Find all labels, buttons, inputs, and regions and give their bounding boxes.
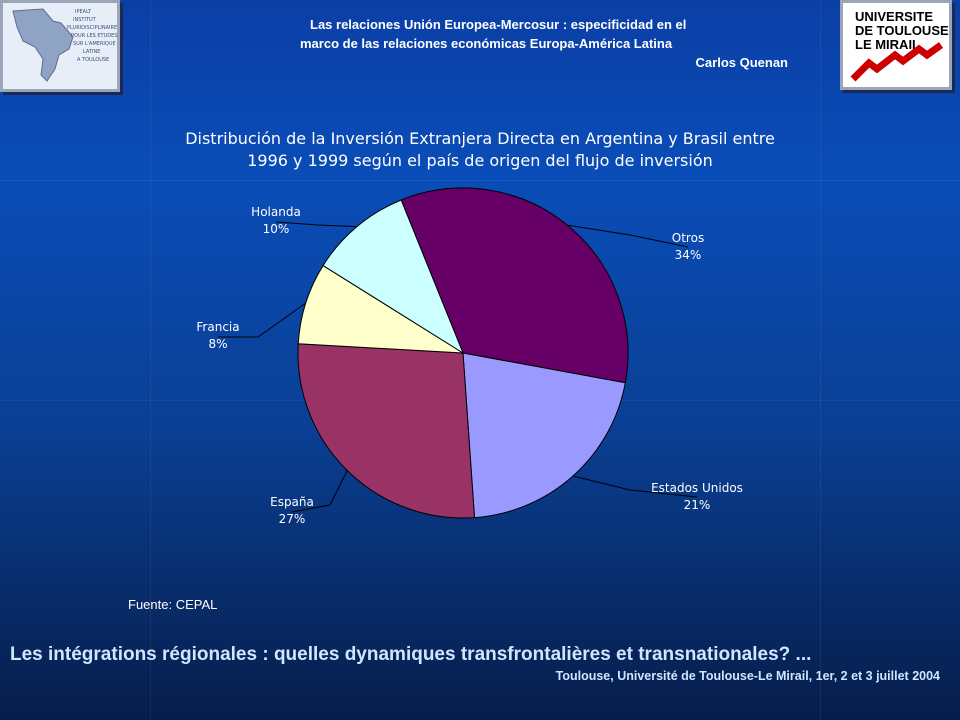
svg-text:INSTITUT: INSTITUT [73, 17, 97, 23]
pie-slice-otros [400, 187, 629, 384]
svg-text:POUR LES ETUDES: POUR LES ETUDES [71, 33, 117, 39]
leader-line [567, 224, 689, 248]
conference-title: Les intégrations régionales : quelles dy… [10, 644, 812, 665]
slice-label-value: 21% [684, 498, 711, 512]
pie-slice-estados-unidos [462, 352, 626, 519]
background-grid-line [820, 0, 821, 720]
background-grid-line [0, 180, 960, 181]
leader-line [218, 302, 307, 338]
presentation-header: Las relaciones Unión Europea-Mercosur : … [300, 15, 788, 72]
background-grid-line [150, 0, 151, 720]
pie-slice-holanda [322, 199, 465, 355]
slice-label-value: 34% [675, 248, 702, 262]
ipealt-logo: IPEALT INSTITUT PLURIDISCIPLINAIRE POUR … [0, 0, 120, 92]
chart-source: Fuente: CEPAL [128, 597, 218, 612]
chart-title-line1: Distribución de la Inversión Extranjera … [185, 129, 775, 148]
chart-title: Distribución de la Inversión Extranjera … [150, 128, 810, 172]
leader-line [275, 221, 357, 228]
slice-label-name: Estados Unidos [651, 481, 743, 495]
logo-line3: LE MIRAIL [855, 37, 920, 52]
slice-label-value: 27% [279, 512, 306, 526]
leader-line [572, 475, 698, 498]
header-author: Carlos Quenan [695, 55, 788, 70]
logo-line1: UNIVERSITE [855, 9, 933, 24]
header-title-line2: marco de las relaciones económicas Europ… [300, 36, 673, 51]
slice-label-name: Francia [196, 320, 239, 334]
svg-text:A TOULOUSE: A TOULOUSE [77, 57, 109, 63]
header-title-line1: Las relaciones Unión Europea-Mercosur : … [310, 17, 687, 32]
leader-line [291, 470, 348, 513]
pie-slice-espa-a [297, 343, 476, 519]
slice-label-name: Otros [672, 231, 704, 245]
svg-text:SUR L'AMERIQUE: SUR L'AMERIQUE [73, 41, 116, 47]
svg-text:IPEALT: IPEALT [75, 9, 92, 15]
logo-line2: DE TOULOUSE [855, 23, 949, 38]
slice-label-name: Holanda [251, 205, 301, 219]
slice-label-value: 8% [208, 337, 227, 351]
chart-title-line2: 1996 y 1999 según el país de origen del … [247, 151, 713, 170]
slice-label-name: España [270, 495, 314, 509]
universite-toulouse-logo: UNIVERSITE DE TOULOUSE LE MIRAIL [840, 0, 952, 90]
svg-text:LATINE: LATINE [83, 49, 100, 55]
svg-text:PLURIDISCIPLINAIRE: PLURIDISCIPLINAIRE [67, 25, 117, 31]
conference-details: Toulouse, Université de Toulouse-Le Mira… [555, 669, 940, 683]
slice-label-value: 10% [263, 222, 290, 236]
